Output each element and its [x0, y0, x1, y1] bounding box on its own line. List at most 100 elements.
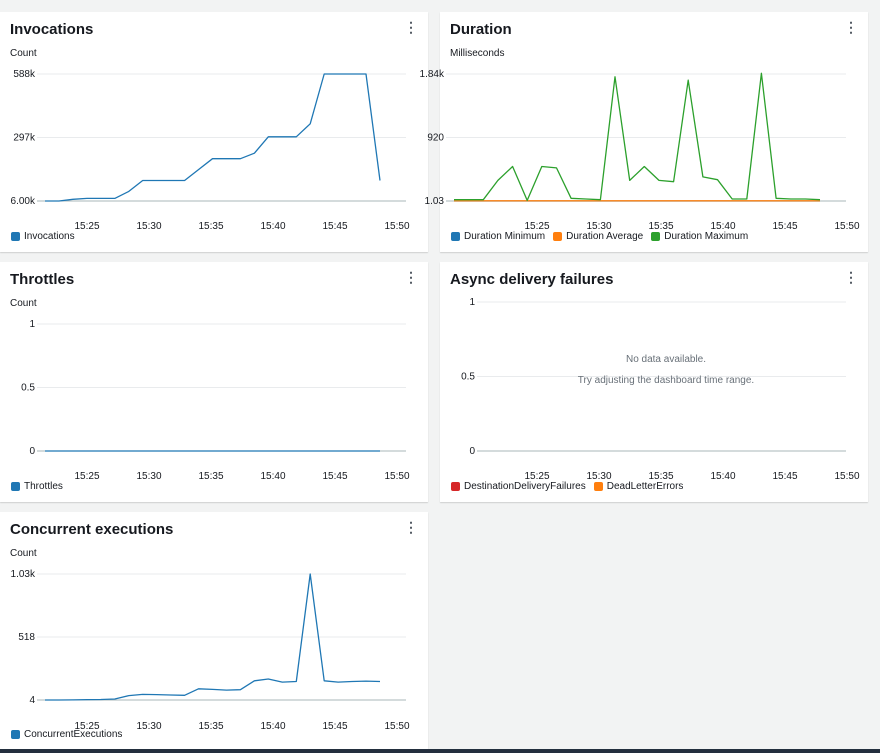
y-tick-label: 4 — [29, 695, 35, 706]
legend-swatch — [11, 482, 20, 491]
bottom-bar — [0, 749, 880, 753]
chart-legend: ConcurrentExecutions — [11, 729, 122, 740]
panel-title: Throttles — [10, 271, 75, 288]
legend-label: ConcurrentExecutions — [24, 729, 123, 740]
y-tick-label: 1.84k — [420, 69, 445, 80]
legend-swatch — [451, 482, 460, 491]
chart-legend: Throttles — [11, 481, 63, 492]
x-tick-label: 15:35 — [648, 471, 673, 482]
x-tick-label: 15:40 — [260, 721, 285, 732]
concurrent-executions-chart: 1.03k 518 4 15:25 15:30 15:35 15:40 15:45 15:50 — [11, 569, 410, 732]
series-line — [45, 73, 381, 202]
y-tick-label: 1 — [29, 319, 35, 330]
legend-swatch — [651, 232, 661, 241]
x-tick-label: 15:50 — [834, 221, 859, 232]
throttles-panel: Throttles ⋮ Count 1 0.5 0 15:25 15:30 15:35 15… — [0, 262, 428, 502]
x-tick-label: 15:30 — [136, 221, 161, 232]
legend-item[interactable]: Duration Minimum — [451, 231, 545, 242]
x-tick-label: 15:40 — [260, 221, 285, 232]
panel-title: Async delivery failures — [450, 271, 614, 288]
y-tick-label: 0 — [469, 446, 475, 457]
panel-menu-icon[interactable]: ⋮ — [404, 519, 418, 535]
y-tick-label: 0.5 — [461, 372, 475, 383]
async-delivery-failures-panel: Async delivery failures ⋮ 1 0.5 0 15:25 15:3… — [440, 262, 868, 502]
legend-item[interactable]: Throttles — [11, 481, 63, 492]
y-axis-unit: Count — [10, 548, 37, 559]
x-tick-label: 15:30 — [586, 471, 611, 482]
series-line — [45, 573, 381, 701]
chart-legend: DestinationDeliveryFailures DeadLetterErr… — [451, 481, 683, 492]
y-tick-label: 6.00k — [11, 196, 36, 207]
legend-swatch — [553, 232, 563, 241]
async-delivery-failures-chart: 1 0.5 0 15:25 15:30 15:35 15:40 15:45 15:50 — [461, 297, 860, 482]
panel-title: Concurrent executions — [10, 521, 174, 538]
x-tick-label: 15:30 — [136, 471, 161, 482]
legend-label: Duration Maximum — [664, 231, 749, 242]
legend-label: Duration Average — [566, 231, 644, 242]
x-tick-label: 15:25 — [74, 721, 99, 732]
x-tick-label: 15:45 — [322, 721, 347, 732]
y-tick-label: 588k — [13, 69, 36, 80]
x-tick-label: 15:40 — [710, 471, 735, 482]
duration-chart: 1.84k 920 1.03 15:25 15:30 15:35 15:40 15:45 15:… — [420, 69, 860, 232]
y-tick-label: 297k — [13, 133, 36, 144]
throttles-chart: 1 0.5 0 15:25 15:30 15:35 15:40 15:45 15:50 — [21, 319, 410, 482]
duration-panel: Duration ⋮ Milliseconds 1.84k 920 1.03 15:2… — [420, 12, 868, 252]
x-tick-label: 15:45 — [322, 471, 347, 482]
invocations-chart: 588k 297k 6.00k 15:25 15:30 15:35 15:40 15:45 15… — [11, 69, 410, 232]
x-tick-label: 15:35 — [648, 221, 673, 232]
x-tick-label: 15:50 — [384, 471, 409, 482]
panel-menu-icon[interactable]: ⋮ — [404, 269, 418, 285]
legend-label: DestinationDeliveryFailures — [464, 481, 586, 492]
panel-menu-icon[interactable]: ⋮ — [404, 19, 418, 35]
x-tick-label: 15:50 — [384, 221, 409, 232]
x-tick-label: 15:45 — [772, 221, 797, 232]
x-tick-label: 15:45 — [322, 221, 347, 232]
y-tick-label: 920 — [427, 133, 444, 144]
legend-swatch — [11, 730, 20, 739]
x-tick-label: 15:50 — [834, 471, 859, 482]
y-axis-unit: Count — [10, 48, 37, 59]
y-axis-unit: Count — [10, 298, 37, 309]
legend-label: Duration Minimum — [464, 231, 546, 242]
y-tick-label: 1 — [469, 297, 475, 308]
y-tick-label: 518 — [18, 632, 35, 643]
y-tick-label: 1.03 — [425, 196, 445, 207]
legend-swatch — [451, 232, 460, 241]
x-tick-label: 15:25 — [524, 471, 549, 482]
concurrent-executions-panel: Concurrent executions ⋮ Count 1.03k 518 4 1… — [0, 512, 428, 752]
legend-item[interactable]: Invocations — [11, 231, 75, 242]
x-tick-label: 15:50 — [384, 721, 409, 732]
invocations-panel: Invocations ⋮ Count 588k 297k 6.00k 15:25 15… — [0, 12, 428, 252]
x-tick-label: 15:40 — [260, 471, 285, 482]
x-tick-label: 15:25 — [74, 221, 99, 232]
panel-title: Duration — [450, 21, 512, 38]
panel-menu-icon[interactable]: ⋮ — [844, 19, 858, 35]
x-tick-label: 15:25 — [524, 221, 549, 232]
legend-item[interactable]: Duration Average — [553, 231, 643, 242]
chart-legend: Duration Minimum Duration Average Duration… — [451, 231, 748, 242]
legend-item[interactable]: ConcurrentExecutions — [11, 729, 122, 740]
legend-item[interactable]: DeadLetterErrors — [593, 481, 684, 492]
y-tick-label: 0.5 — [21, 383, 35, 394]
y-tick-label: 0 — [29, 446, 35, 457]
x-tick-label: 15:40 — [710, 221, 735, 232]
chart-legend: Invocations — [11, 231, 75, 242]
panel-menu-icon[interactable]: ⋮ — [844, 269, 858, 285]
series-line — [454, 72, 821, 202]
legend-swatch — [593, 482, 603, 491]
legend-item[interactable]: DestinationDeliveryFailures — [451, 481, 586, 492]
legend-swatch — [11, 232, 20, 241]
x-tick-label: 15:35 — [198, 471, 223, 482]
panel-title: Invocations — [10, 21, 94, 38]
x-tick-label: 15:30 — [136, 721, 161, 732]
no-data-message: No data available. — [625, 354, 707, 365]
y-axis-unit: Milliseconds — [450, 48, 505, 59]
legend-label: Throttles — [24, 481, 63, 492]
y-tick-label: 1.03k — [11, 569, 36, 580]
x-tick-label: 15:35 — [198, 721, 223, 732]
legend-item[interactable]: Duration Maximum — [651, 231, 748, 242]
no-data-hint: Try adjusting the dashboard time range. — [577, 375, 755, 386]
legend-label: Invocations — [24, 231, 75, 242]
legend-label: DeadLetterErrors — [606, 481, 684, 492]
